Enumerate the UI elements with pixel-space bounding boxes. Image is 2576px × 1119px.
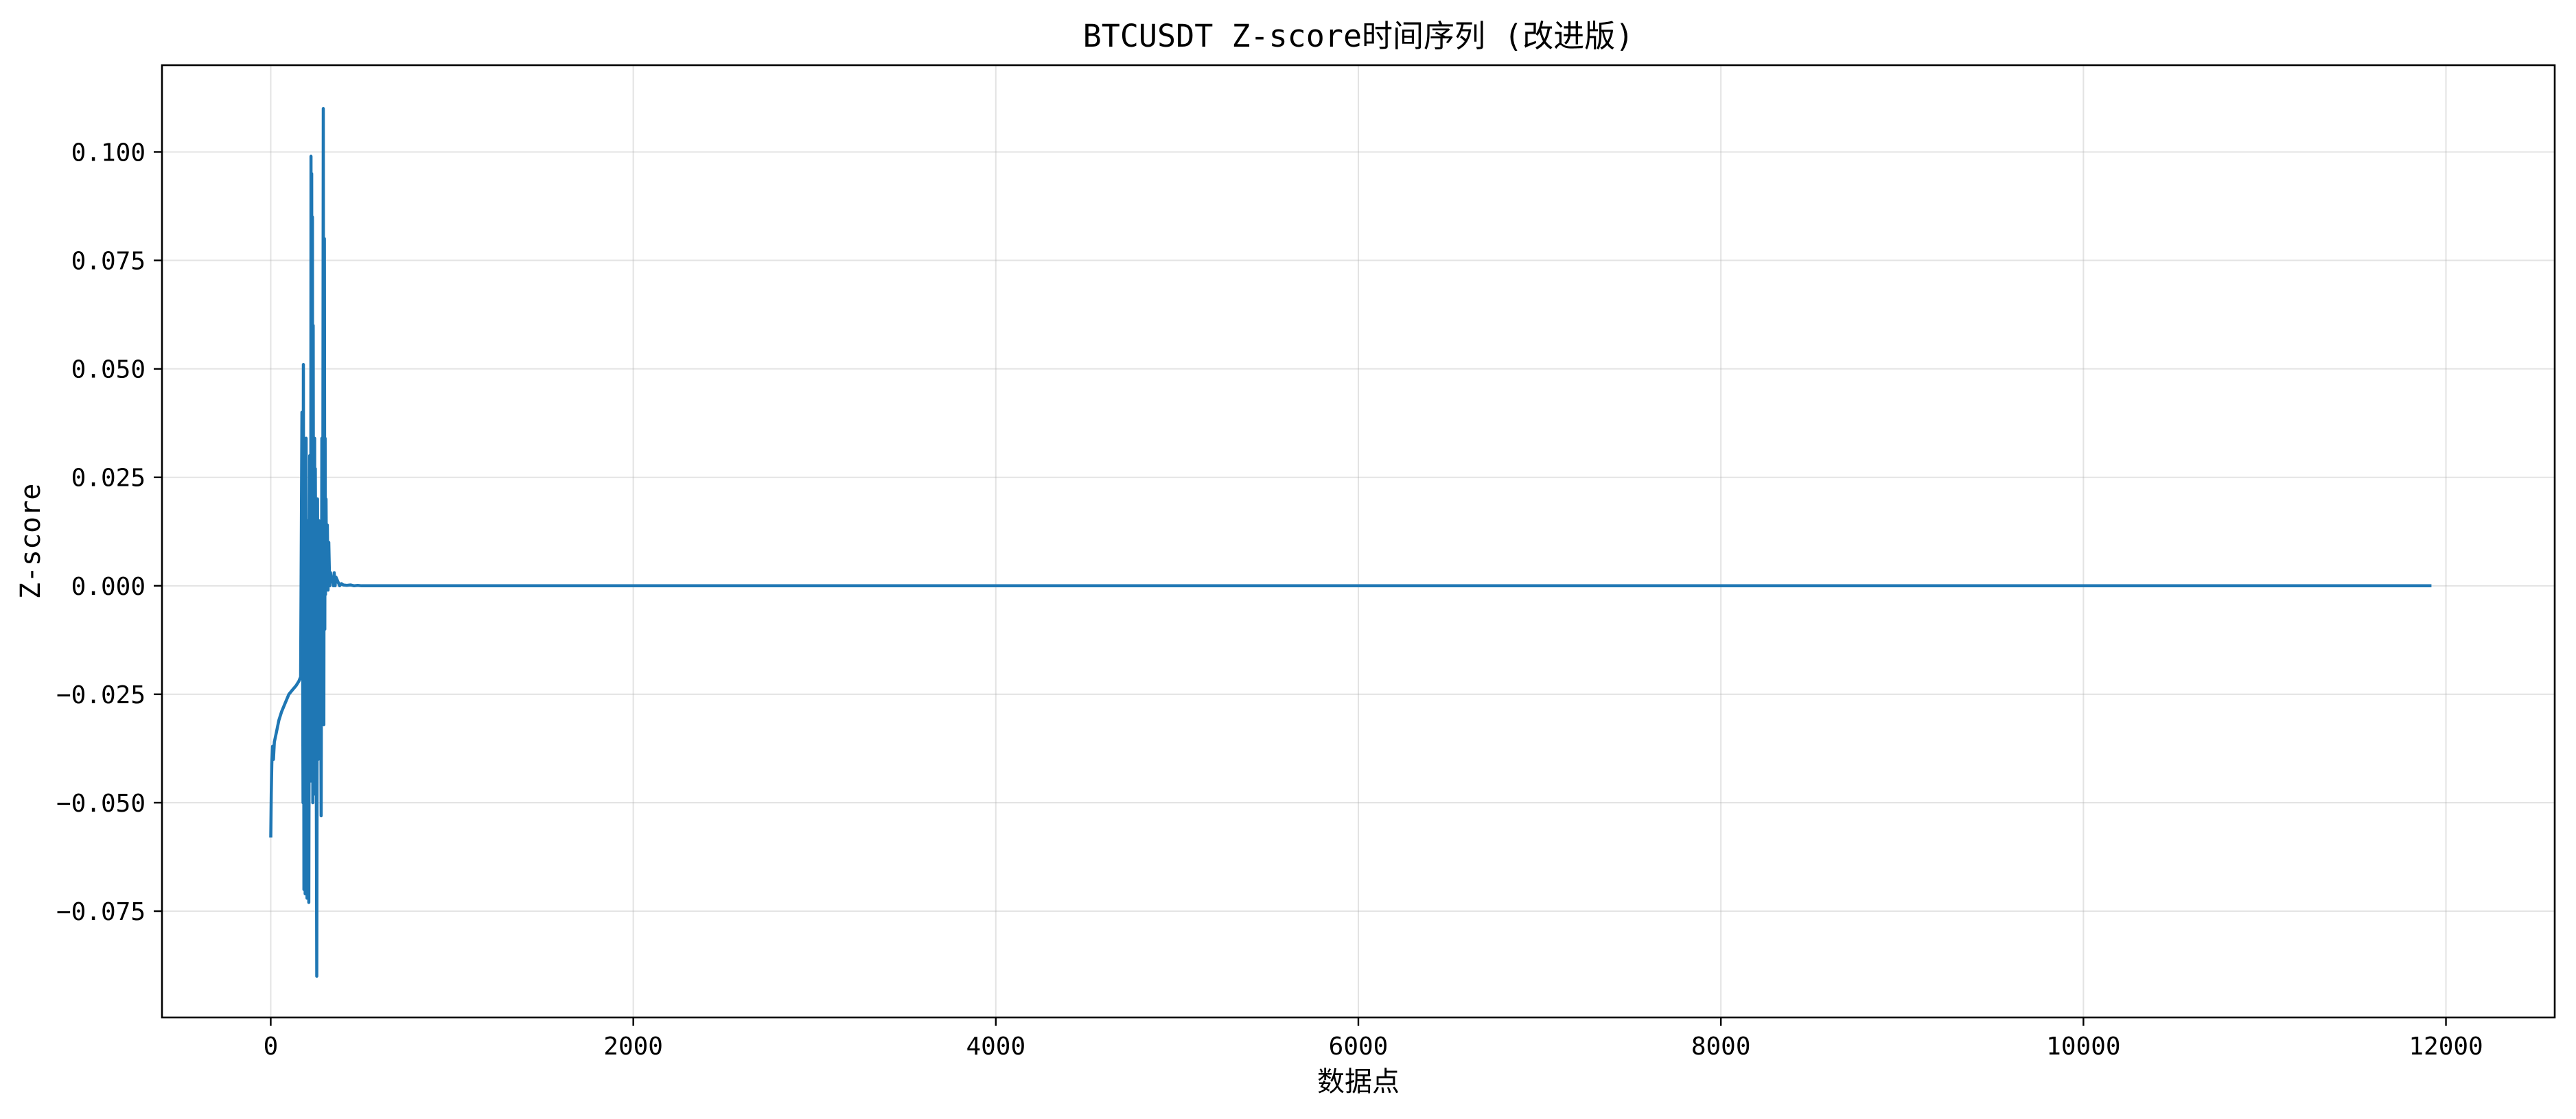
x-tick-label: 12000 [2409, 1033, 2483, 1061]
x-tick-label: 4000 [966, 1033, 1025, 1061]
x-tick-label: 0 [264, 1033, 279, 1061]
y-tick-label: 0.100 [71, 139, 146, 167]
y-axis-label: Z-score [15, 484, 47, 600]
x-tick-label: 8000 [1691, 1033, 1751, 1061]
x-tick-label: 10000 [2046, 1033, 2120, 1061]
x-axis-label: 数据点 [1317, 1066, 1400, 1098]
y-tick-label: −0.050 [56, 790, 146, 818]
y-tick-label: 0.075 [71, 248, 146, 276]
y-tick-label: 0.025 [71, 464, 146, 493]
y-tick-label: 0.050 [71, 356, 146, 384]
chart-title: BTCUSDT Z-score时间序列 (改进版) [1083, 18, 1634, 54]
y-tick-label: −0.025 [56, 681, 146, 709]
x-tick-label: 6000 [1329, 1033, 1389, 1061]
tick-layer: 0 2000 4000 6000 8000 10000 12000 −0.075 −0.050 −… [56, 139, 2483, 1061]
series-line [269, 106, 2432, 978]
series-layer [269, 106, 2432, 978]
x-tick-label: 2000 [603, 1033, 663, 1061]
y-tick-label: −0.075 [56, 898, 146, 926]
y-tick-label: 0.000 [71, 573, 146, 601]
